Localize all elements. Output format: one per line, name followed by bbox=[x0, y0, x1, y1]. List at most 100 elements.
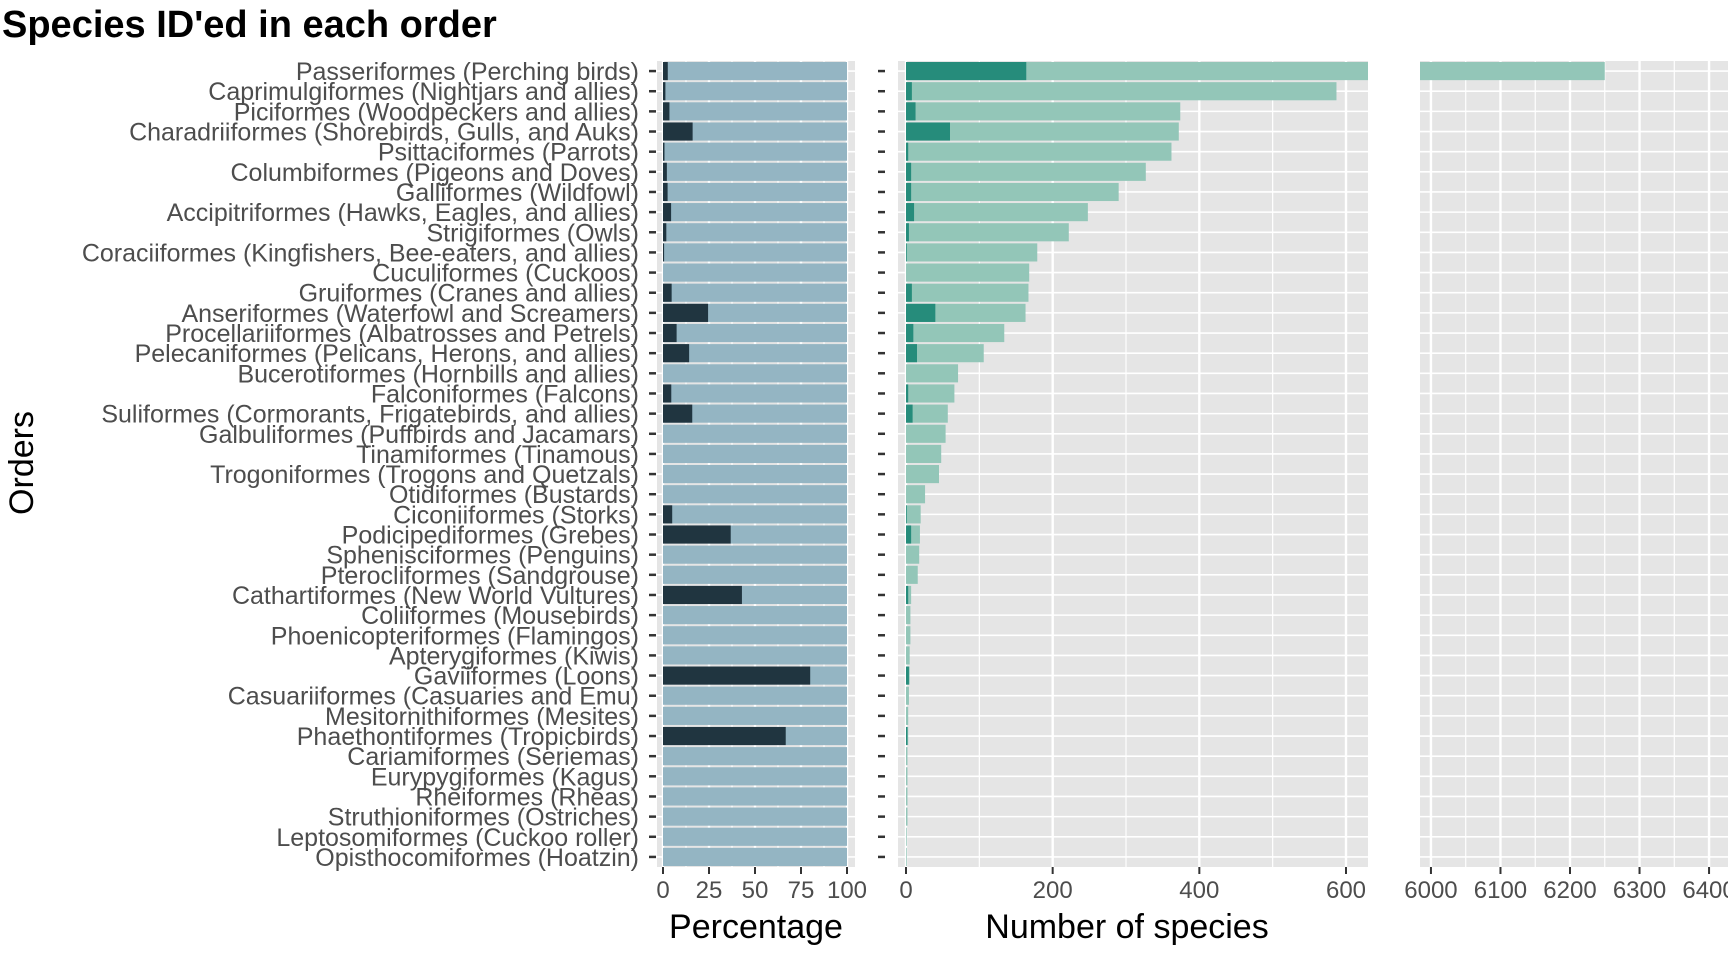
y-tick-label: Gaviiformes (Loons) bbox=[414, 663, 639, 691]
y-tick-label: Rheiformes (Rheas) bbox=[415, 783, 639, 811]
bar-total bbox=[663, 626, 847, 645]
bar-total bbox=[663, 384, 847, 403]
y-tick-label: Pelecaniformes (Pelicans, Herons, and al… bbox=[135, 340, 639, 368]
y-tick-label: Bucerotiformes (Hornbills and allies) bbox=[237, 360, 639, 388]
bar-total bbox=[906, 203, 1088, 222]
bar-identified bbox=[663, 182, 668, 202]
y-axis-title: Orders bbox=[3, 411, 41, 515]
x-tick-label: 6300 bbox=[1613, 877, 1666, 904]
bar-identified bbox=[906, 283, 912, 302]
y-tick-label: Cathartiformes (New World Vultures) bbox=[232, 582, 639, 610]
bar-identified bbox=[906, 505, 907, 524]
y-tick-label: Charadriiformes (Shorebirds, Gulls, and … bbox=[129, 119, 639, 147]
x-tick-label: 75 bbox=[788, 877, 815, 904]
y-tick-label: Procellariiformes (Albatrosses and Petre… bbox=[165, 320, 639, 348]
bar-total bbox=[663, 545, 847, 564]
bar-total bbox=[906, 646, 910, 665]
bar-total bbox=[663, 787, 847, 806]
bar-identified bbox=[663, 243, 665, 262]
y-tick-label: Opisthocomiformes (Hoatzin) bbox=[315, 844, 639, 872]
bar-total bbox=[663, 243, 847, 262]
bar-identified bbox=[906, 726, 908, 746]
y-tick-label: Ciconiiformes (Storks) bbox=[393, 501, 639, 529]
bar-total bbox=[663, 465, 847, 484]
bar-identified bbox=[663, 62, 668, 81]
bar-total bbox=[906, 444, 942, 463]
bar-total bbox=[906, 827, 907, 846]
bar-identified bbox=[663, 384, 672, 403]
x-tick-label: 0 bbox=[899, 877, 912, 904]
bar-identified bbox=[663, 122, 693, 141]
y-tick-label: Casuariiformes (Casuaries and Emu) bbox=[228, 683, 639, 711]
bar-total bbox=[906, 686, 909, 705]
bar-total bbox=[663, 364, 847, 383]
y-tick-label: Apterygiformes (Kiwis) bbox=[389, 642, 639, 670]
bar-identified bbox=[663, 82, 666, 101]
bar-identified bbox=[663, 666, 811, 685]
bar-total bbox=[906, 626, 911, 645]
bar-total bbox=[663, 203, 847, 222]
bar-total bbox=[906, 263, 1030, 282]
bar-identified bbox=[906, 182, 912, 202]
y-tick-label: Struthioniformes (Ostriches) bbox=[328, 804, 639, 832]
bar-total bbox=[906, 122, 1179, 141]
bar-total bbox=[906, 847, 907, 866]
bar-total bbox=[663, 505, 847, 524]
x-tick-label: 0 bbox=[656, 877, 669, 904]
y-tick-label: Suliformes (Cormorants, Frigatebirds, an… bbox=[101, 401, 639, 429]
y-tick-label: Galliformes (Wildfowl) bbox=[396, 179, 639, 207]
bar-identified bbox=[906, 243, 907, 262]
y-tick-label: Otidiformes (Bustards) bbox=[389, 481, 639, 509]
bar-total bbox=[906, 485, 926, 504]
bar-identified bbox=[906, 203, 915, 222]
bar-total bbox=[663, 444, 847, 463]
y-tick-label: Pterocliformes (Sandgrouse) bbox=[321, 562, 639, 590]
bar-total bbox=[906, 787, 908, 806]
bar-identified bbox=[663, 726, 786, 746]
bar-total bbox=[663, 142, 847, 161]
bar-total bbox=[906, 424, 946, 443]
bar-total bbox=[663, 263, 847, 282]
y-tick-label: Eurypygiformes (Kagus) bbox=[371, 763, 639, 791]
count-break-panel: 6000 6100 6200 6300 6400 bbox=[1404, 61, 1728, 904]
bar-total bbox=[906, 465, 939, 484]
y-tick-label: Phoenicopteriformes (Flamingos) bbox=[271, 622, 639, 650]
x-tick-label: 600 bbox=[1326, 877, 1366, 904]
bar-identified bbox=[906, 323, 914, 343]
x-tick-label: 6000 bbox=[1404, 877, 1457, 904]
bar-identified bbox=[906, 102, 916, 121]
bar-total bbox=[906, 102, 1181, 121]
bar-total bbox=[663, 827, 847, 846]
bar-identified bbox=[906, 82, 912, 101]
x-axis-title-count: Number of species bbox=[985, 908, 1268, 946]
y-tick-label: Mesitornithiformes (Mesites) bbox=[325, 703, 639, 731]
bar-total bbox=[906, 384, 955, 403]
bar-total bbox=[906, 303, 1026, 322]
percentage-panel: 0 25 50 75 100 bbox=[656, 61, 867, 904]
chart-title: Species ID'ed in each order bbox=[2, 4, 497, 46]
bar-identified bbox=[663, 102, 670, 121]
y-tick-label: Trogoniformes (Trogons and Quetzals) bbox=[210, 461, 639, 489]
bar-identified bbox=[663, 525, 731, 544]
bar-total bbox=[906, 807, 908, 826]
bar-identified bbox=[906, 122, 950, 141]
y-tick-label: Sphenisciformes (Penguins) bbox=[326, 542, 639, 570]
bar-total bbox=[906, 364, 959, 383]
bar-total bbox=[663, 565, 847, 584]
bar-total bbox=[906, 182, 1119, 202]
x-tick-label: 50 bbox=[742, 877, 769, 904]
y-tick-label: Cuculiformes (Cuckoos) bbox=[372, 260, 639, 288]
bar-total bbox=[663, 162, 847, 181]
y-tick-label: Piciformes (Woodpeckers and allies) bbox=[234, 98, 639, 126]
x-tick-label: 6100 bbox=[1474, 877, 1527, 904]
bar-total bbox=[663, 847, 847, 866]
x-tick-label: 400 bbox=[1179, 877, 1219, 904]
bar-total bbox=[663, 182, 847, 202]
bar-total bbox=[663, 344, 847, 363]
bar-identified bbox=[663, 303, 709, 322]
bar-total bbox=[906, 82, 1337, 101]
bar-identified bbox=[906, 344, 917, 363]
x-tick-label: 6400 bbox=[1682, 877, 1728, 904]
bar-total bbox=[906, 283, 1029, 302]
bar-identified bbox=[906, 404, 913, 423]
